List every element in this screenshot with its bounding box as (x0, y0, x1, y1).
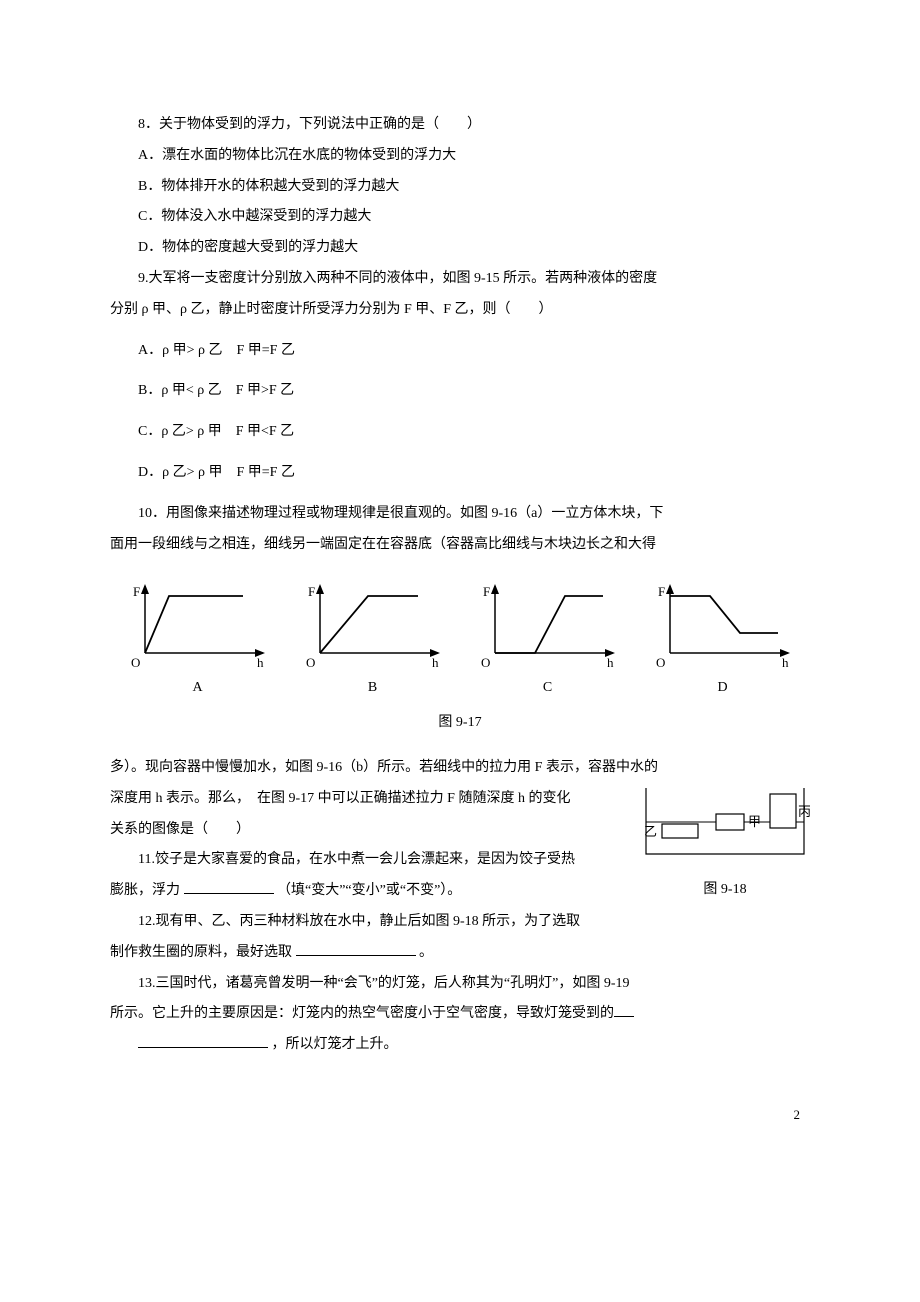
fig-9-18-svg: 乙 甲 丙 (640, 784, 810, 869)
q9-opt-d: D．ρ 乙> ρ 甲 F 甲=F 乙 (138, 458, 810, 489)
svg-text:h: h (782, 655, 789, 670)
q11-t2: 膨胀，浮力 (110, 883, 180, 898)
q13-blank-b (138, 1033, 268, 1048)
svg-text:O: O (656, 655, 665, 670)
q8-opt-c: C．物体没入水中越深受到的浮力越大 (110, 202, 810, 233)
q11-t3: （填“变大”“变小”或“不变”）。 (277, 883, 461, 898)
q13-line1: 13.三国时代，诸葛亮曾发明一种“会飞”的灯笼，后人称其为“孔明灯”，如图 9-… (110, 969, 810, 1000)
chart-c: F Oh C (473, 578, 623, 704)
svg-text:O: O (131, 655, 140, 670)
chart-c-label: C (473, 673, 623, 704)
q13-line2: 所示。它上升的主要原因是：灯笼内的热空气密度小于空气密度，导致灯笼受到的 (110, 999, 810, 1030)
svg-text:F: F (658, 584, 665, 599)
chart-d: F Oh D (648, 578, 798, 704)
q12-blank (296, 941, 416, 956)
chart-b-svg: F Oh (298, 578, 448, 673)
q10-stem-2: 面用一段细线与之相连，细线另一端固定在在容器底（容器高比细线与木块边长之和大得 (110, 530, 810, 561)
q12-t3: 。 (419, 945, 433, 960)
chart-d-svg: F Oh (648, 578, 798, 673)
q8-opt-d: D．物体的密度越大受到的浮力越大 (110, 233, 810, 264)
page-number: 2 (110, 1101, 810, 1130)
q9-opt-c: C．ρ 乙> ρ 甲 F 甲<F 乙 (138, 417, 810, 448)
svg-text:丙: 丙 (798, 804, 810, 819)
fig-9-18: 乙 甲 丙 图 9-18 (640, 784, 810, 906)
chart-c-svg: F Oh (473, 578, 623, 673)
q11-blank (184, 879, 274, 894)
fig-9-17-caption: 图 9-17 (110, 708, 810, 739)
chart-a-label: A (123, 673, 273, 704)
q8-opt-b: B．物体排开水的体积越大受到的浮力越大 (110, 172, 810, 203)
svg-text:h: h (432, 655, 439, 670)
svg-text:乙: 乙 (644, 824, 657, 839)
svg-text:F: F (308, 584, 315, 599)
svg-text:O: O (481, 655, 490, 670)
q10-stem-1: 10．用图像来描述物理过程或物理规律是很直观的。如图 9-16（a）一立方体木块… (110, 499, 810, 530)
svg-text:h: h (257, 655, 264, 670)
q10-stem-3: 多）。现向容器中慢慢加水，如图 9-16（b）所示。若细线中的拉力用 F 表示，… (110, 753, 810, 784)
chart-a: F Oh A (123, 578, 273, 704)
fig-9-17-row: F Oh A F Oh B F Oh C F Oh D (110, 578, 810, 704)
q13-blank-a (614, 1002, 634, 1017)
chart-b: F Oh B (298, 578, 448, 704)
q9-stem-2: 分别 ρ 甲、ρ 乙，静止时密度计所受浮力分别为 F 甲、F 乙，则（ ） (110, 295, 810, 326)
chart-d-label: D (648, 673, 798, 704)
q8-opt-a: A．漂在水面的物体比沉在水底的物体受到的浮力大 (110, 141, 810, 172)
q13-t2: 所示。它上升的主要原因是：灯笼内的热空气密度小于空气密度，导致灯笼受到的 (110, 1006, 614, 1021)
q9-opt-a: A．ρ 甲> ρ 乙 F 甲=F 乙 (138, 336, 810, 367)
q12-t2: 制作救生圈的原料，最好选取 (110, 945, 292, 960)
fig-9-18-caption: 图 9-18 (640, 875, 810, 906)
q13-line3: ，所以灯笼才上升。 (110, 1030, 810, 1061)
svg-text:O: O (306, 655, 315, 670)
q13-t3: ，所以灯笼才上升。 (272, 1037, 398, 1052)
svg-text:甲: 甲 (748, 814, 761, 829)
q12-line1: 12.现有甲、乙、丙三种材料放在水中，静止后如图 9-18 所示，为了选取 (110, 907, 810, 938)
svg-text:h: h (607, 655, 614, 670)
chart-a-svg: F Oh (123, 578, 273, 673)
svg-text:F: F (483, 584, 490, 599)
chart-b-label: B (298, 673, 448, 704)
q9-opt-b: B．ρ 甲< ρ 乙 F 甲>F 乙 (138, 376, 810, 407)
q8-stem: 8．关于物体受到的浮力，下列说法中正确的是（ ） (110, 110, 810, 141)
svg-text:F: F (133, 584, 140, 599)
q12-line2: 制作救生圈的原料，最好选取 。 (110, 938, 810, 969)
q9-stem-1: 9.大军将一支密度计分别放入两种不同的液体中，如图 9-15 所示。若两种液体的… (110, 264, 810, 295)
